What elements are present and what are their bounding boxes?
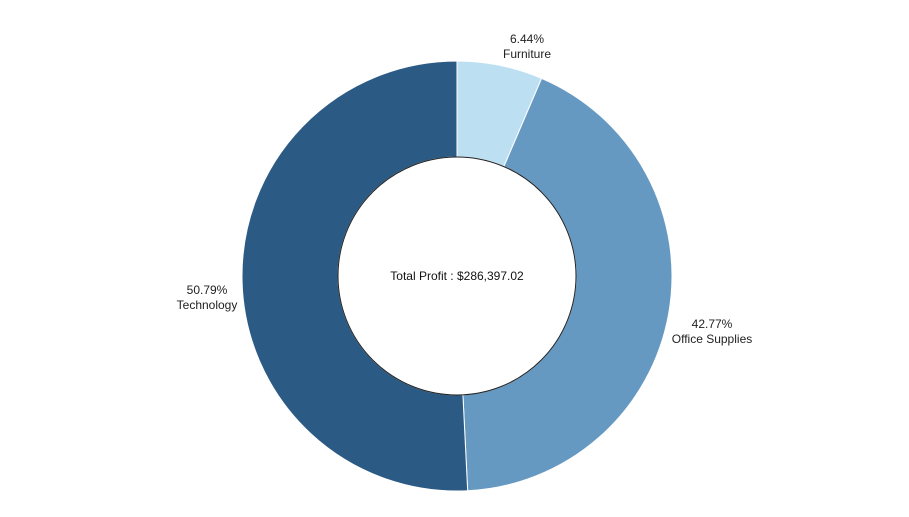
slices-layer <box>241 60 673 492</box>
donut-center-hole <box>337 156 577 396</box>
slice-category-label: Technology <box>177 298 238 312</box>
slice-percent-label: 42.77% <box>692 317 733 331</box>
labels-layer: 6.44%Furniture 42.77%Office Supplies 50.79… <box>177 32 753 346</box>
slice-category-label: Furniture <box>503 47 551 61</box>
slice-percent-label: 50.79% <box>187 283 228 297</box>
slice-percent-label: 6.44% <box>510 32 544 46</box>
slice-category-label: Office Supplies <box>672 332 753 346</box>
center-total-label: Total Profit : $286,397.02 <box>390 269 524 283</box>
